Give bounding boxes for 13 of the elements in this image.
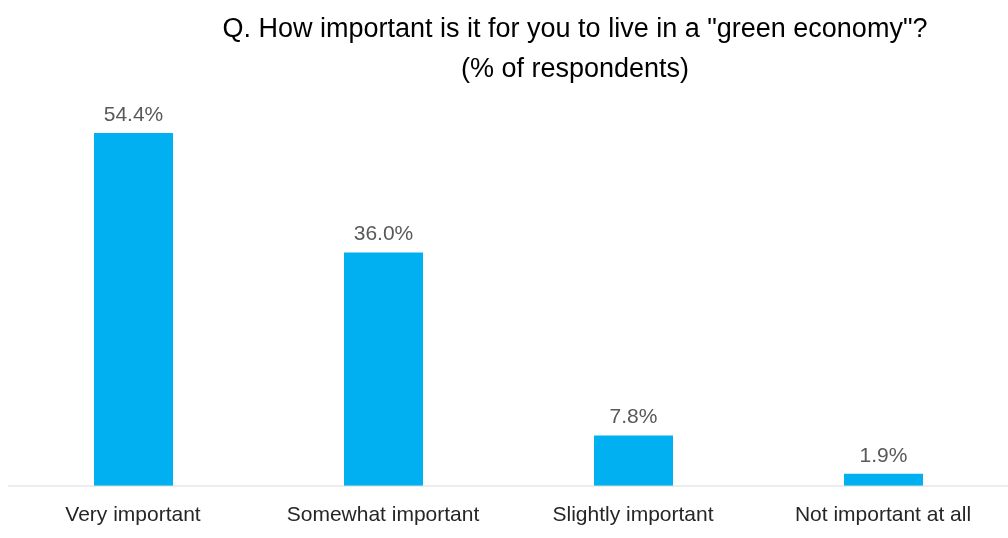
chart-subtitle: (% of respondents) (459, 52, 691, 85)
x-tick-label: Not important at all (794, 501, 972, 525)
data-label: 1.9% (859, 442, 908, 466)
chart-title: Q. How important is it for you to live in a "green economy"? (221, 12, 929, 45)
x-tick-label: Somewhat important (286, 501, 480, 525)
data-label: 36.0% (353, 221, 414, 245)
data-label: 54.4% (103, 102, 164, 125)
bar (594, 435, 673, 486)
data-label: 7.8% (609, 404, 658, 428)
x-tick-label: Very important (65, 501, 201, 525)
bar (344, 252, 423, 486)
x-tick-label: Slightly important (552, 501, 714, 525)
bar (94, 133, 173, 486)
